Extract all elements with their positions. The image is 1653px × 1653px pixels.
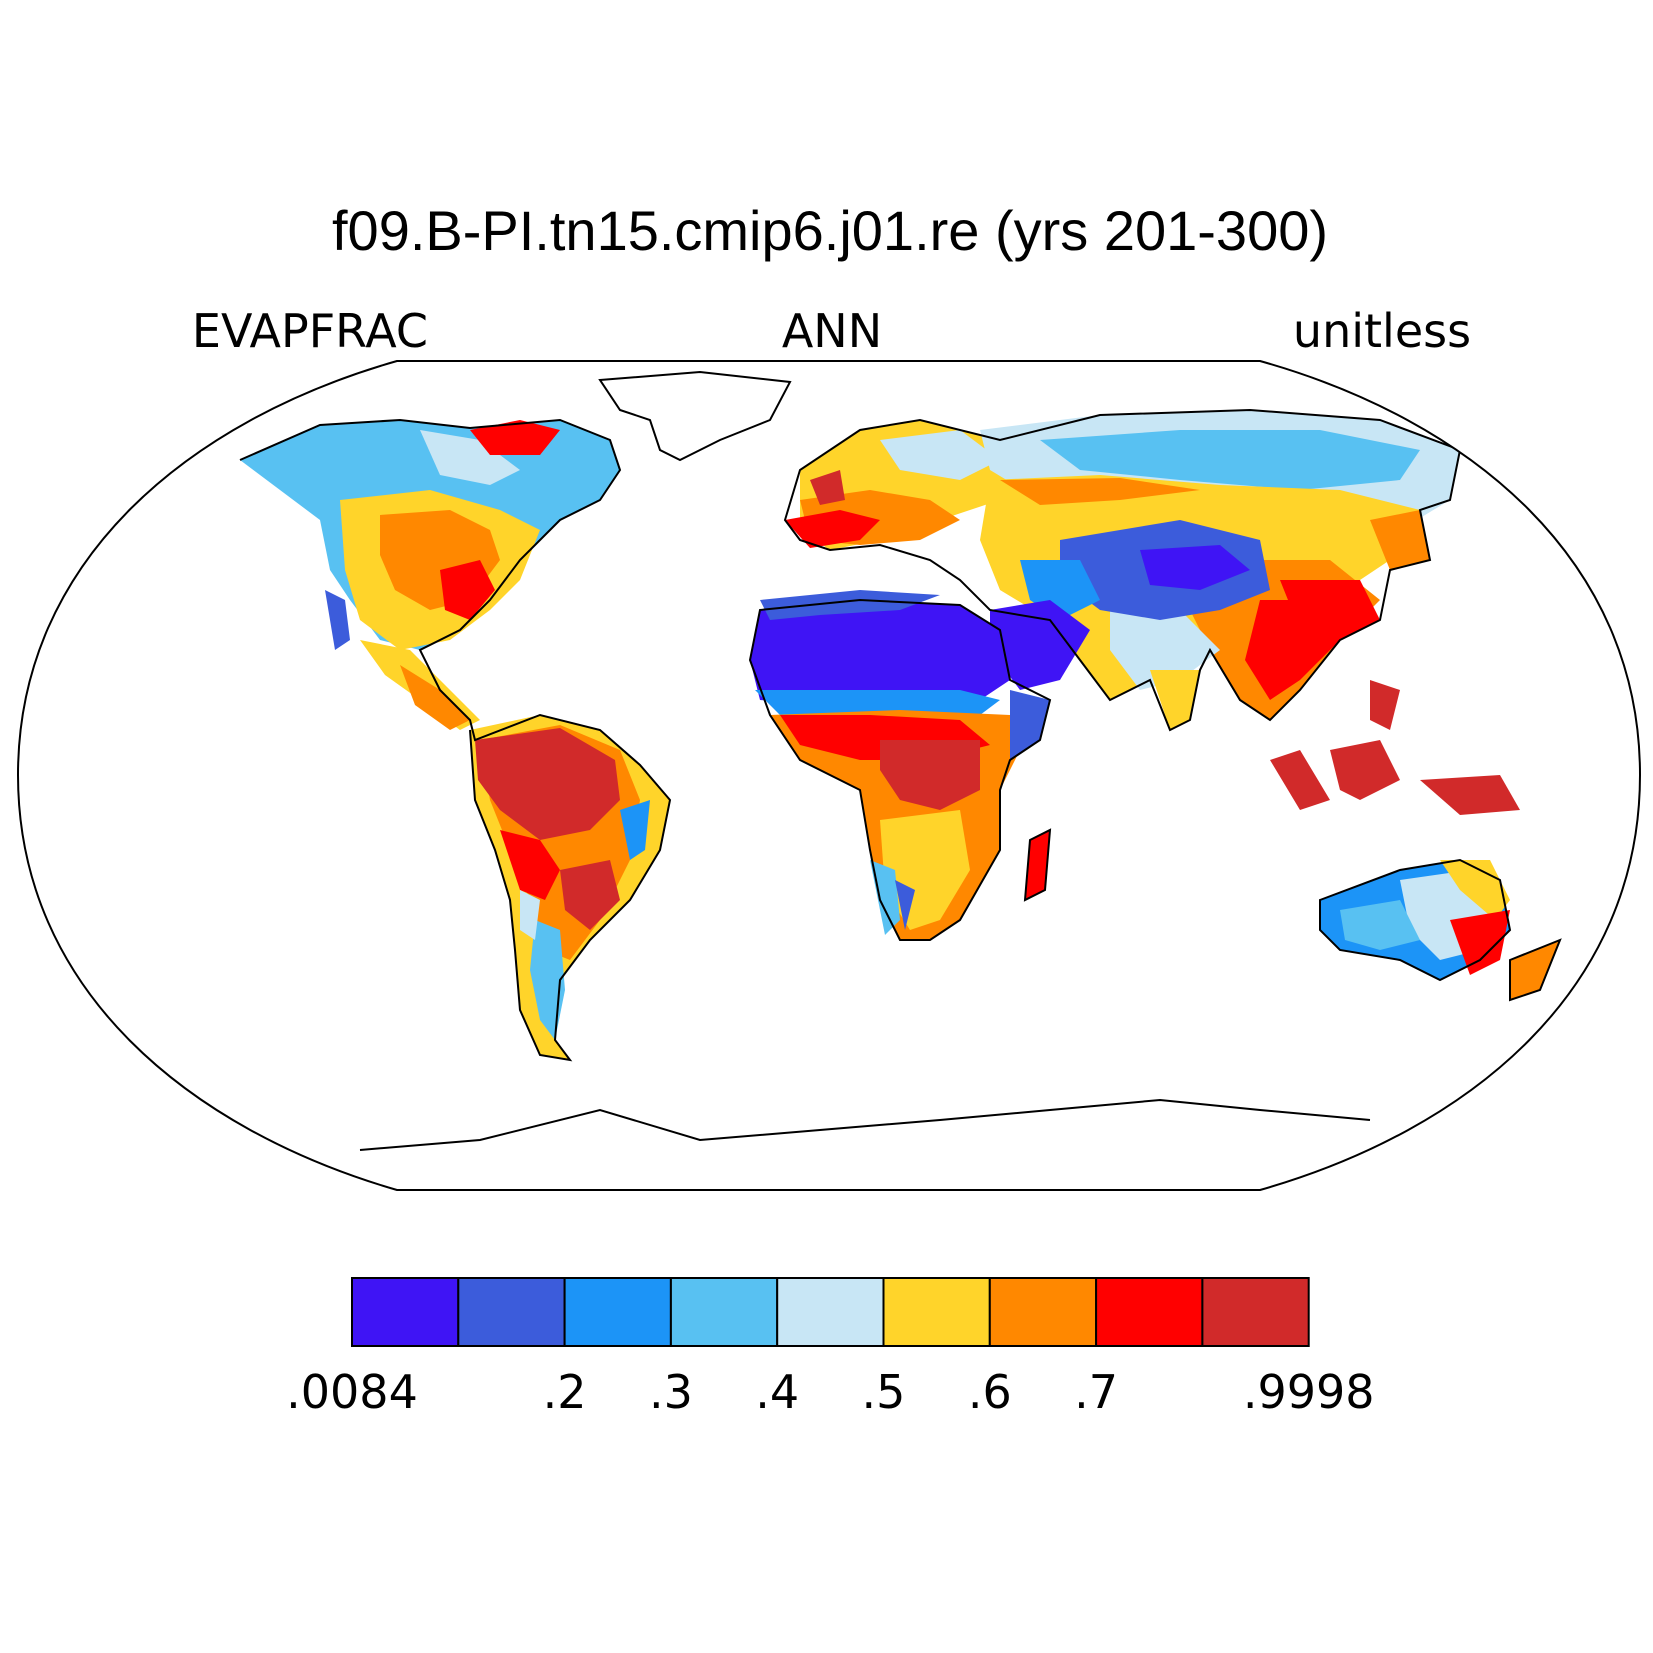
region-asia [980,410,1460,730]
colorbar-tick-label: .2 [543,1365,587,1419]
evapfrac-contour-region [530,920,565,1040]
evapfrac-contour-region [420,430,520,485]
units-label: unitless [1293,304,1471,358]
evapfrac-contour-region [1319,858,1512,982]
evapfrac-contour-region [598,370,792,462]
evapfrac-contour-region [895,880,915,930]
evapfrac-contour-region [1450,910,1510,975]
colorbar-tick-label: .7 [1074,1365,1118,1419]
colorbar-labels: .0084 .2 .3 .4 .5 .6 .7 .9998 [286,1365,1374,1419]
evapfrac-contour-region [1280,580,1380,640]
region-south-america [470,715,670,1060]
region-europe [785,420,1040,550]
plot-title: f09.B-PI.tn15.cmip6.j01.re (yrs 201-300) [332,199,1328,262]
evapfrac-contour-region [1040,430,1420,490]
region-greenland [600,372,790,460]
colorbar [351,1277,1310,1347]
evapfrac-contour-region [810,470,845,505]
region-oceania [1270,680,1560,1000]
evapfrac-contour-region [755,690,1000,715]
evapfrac-contour-region [748,598,1052,941]
evapfrac-contour-region [1140,545,1250,590]
evapfrac-contour-region [470,420,560,455]
evapfrac-contour-region [1420,775,1520,815]
evapfrac-contour-region [880,430,1000,480]
evapfrac-contour-region [1509,938,1562,1002]
evapfrac-contour-region [560,860,620,930]
coastlines [239,370,1562,1151]
variable-label: EVAPFRAC [192,304,428,358]
region-africa [750,590,1050,940]
evapfrac-contour-region [325,590,350,650]
colorbar-tick-label: .4 [755,1365,799,1419]
evapfrac-contour-region [1370,680,1400,730]
evapfrac-contour-region [1010,690,1050,760]
colorbar-tick-label: .9998 [1243,1365,1375,1419]
evapfrac-contour-region [620,800,650,860]
colorbar-tick-label: .0084 [286,1365,418,1419]
evapfrac-contour-region [760,590,940,620]
colorbar-tick-label: .6 [968,1365,1012,1419]
evapfrac-contour-region [1110,600,1220,690]
evapfrac-contour-region [520,890,540,940]
colorbar-swatch [882,1277,991,1347]
season-label: ANN [782,304,882,358]
evapfrac-contour-region [990,600,1090,690]
colorbar-swatch [776,1277,885,1347]
colorbar-swatch [351,1277,460,1347]
evapfrac-contour-region [1440,860,1510,920]
evapfrac-contour-region [239,418,672,1062]
colorbar-swatch [988,1277,1098,1347]
colorbar-swatch [1201,1277,1310,1347]
evapfrac-contour-region [783,408,1462,732]
colorbar-swatch [457,1277,566,1347]
evapfrac-contour-region [870,860,900,935]
evapfrac-contour-region [750,600,1010,705]
colorbar-tick-label: .5 [862,1365,906,1419]
evapfrac-contour-region [400,665,470,730]
evapfrac-contour-region [880,740,980,810]
evapfrac-contour-region [1330,740,1400,800]
evapfrac-contour-region [1370,510,1430,570]
evapfrac-contour-region [1150,670,1200,730]
evapfrac-contour-region [500,830,560,900]
colorbar-swatch [669,1277,779,1347]
evapfrac-contour-region [475,728,620,840]
evapfrac-contour-region [1025,830,1050,900]
map-body [240,372,1560,1190]
evapfrac-contour-region [785,510,880,548]
colorbar-tick-label: .3 [649,1365,693,1419]
evapfrac-contour-region [359,1098,1371,1151]
colorbar-swatch [563,1277,672,1347]
region-north-america [240,420,620,730]
region-antarctica [360,1100,1380,1190]
evapfrac-contour-region [1023,828,1052,902]
evapfrac-contour-region [1340,900,1420,950]
evapfrac-contour-region [440,560,495,620]
evapfrac-contour-region [1270,750,1330,810]
colorbar-swatch [1095,1277,1204,1347]
evapfrac-contour-region [1000,478,1200,505]
globe-outline [16,360,1642,1191]
